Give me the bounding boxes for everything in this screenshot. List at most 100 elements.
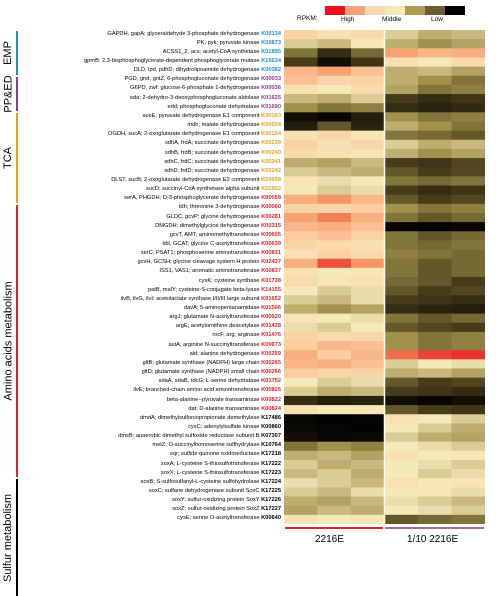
legend-swatch: [385, 6, 406, 15]
heatmap-cell: [284, 249, 318, 260]
heatmap-cell: [418, 148, 452, 159]
ko-id: K01438: [261, 323, 281, 330]
gene-name: OGDH, sucA; 2-oxoglutarate dehydrogenase…: [108, 131, 262, 138]
heatmap-cell: [317, 432, 352, 443]
heatmap-cell: [317, 286, 352, 296]
ko-id: K00164: [261, 131, 281, 138]
row-label: gltD; glutamate synthase (NADPH) small c…: [142, 369, 281, 377]
gene-name: sdhD, frdD; succinate dehydrogenase: [164, 167, 262, 174]
ko-id: K07307: [261, 433, 281, 440]
heatmap-cell: [418, 350, 452, 360]
heatmap-cell: [418, 48, 452, 58]
ko-id: K00860: [261, 423, 281, 430]
legend-swatch: [365, 6, 386, 15]
heatmap-cell: [451, 75, 485, 86]
group-label: Amino acids metabolism: [2, 281, 15, 401]
row-label: ISS1, VAS1; aromatic aminotransferase K0…: [159, 268, 281, 276]
heatmap-cell: [317, 295, 352, 305]
heatmap-cell: [317, 112, 352, 122]
heatmap-cell: [451, 478, 485, 488]
heatmap-cell: [284, 240, 318, 250]
heatmap-cell: [284, 478, 318, 488]
heatmap-cell: [351, 139, 385, 150]
heatmap-cell: [317, 231, 352, 241]
heatmap-cell: [384, 212, 419, 223]
ko-id: K00033: [261, 76, 281, 83]
heatmap-cell: [418, 212, 452, 223]
heatmap-cell: [284, 286, 318, 296]
heatmap-cell: [384, 478, 419, 488]
heatmap-cell: [317, 139, 352, 150]
heatmap-cell: [451, 277, 485, 287]
ko-id: K00060: [261, 204, 281, 211]
heatmap-cell: [451, 212, 485, 223]
heatmap-cell: [418, 75, 452, 86]
group-label: PP&ED: [2, 75, 15, 113]
heatmap-cell: [284, 505, 318, 516]
heatmap-cell: [284, 386, 318, 397]
ko-id: K00824: [261, 405, 281, 412]
row-label: ilvE; branched-chain amino acid aminotra…: [133, 387, 281, 395]
ko-id: K17222: [261, 460, 281, 467]
heatmap-cell: [317, 158, 352, 168]
row-label: gcvH, GCSH; glycine cleavage system H pr…: [137, 259, 281, 267]
ko-id: K17224: [261, 478, 281, 485]
ko-id: K00640: [261, 515, 281, 522]
heatmap-cell: [418, 240, 452, 250]
heatmap-cell: [384, 377, 419, 388]
heatmap-cell: [418, 231, 452, 241]
row-label: gltB; glutamate synthase (NADPH) large c…: [143, 360, 281, 368]
heatmap-cell: [351, 121, 385, 132]
heatmap-cell: [384, 222, 419, 232]
heatmap-cell: [418, 405, 452, 415]
heatmap-grid: [284, 30, 485, 524]
heatmap-cell: [284, 194, 318, 205]
ko-id: K17225: [261, 487, 281, 494]
heatmap-cell: [284, 295, 318, 305]
ko-id: K17486: [261, 414, 281, 421]
heatmap-cell: [384, 130, 419, 141]
row-label: ACSS1_2, acs; acetyl-CoA synthetase K018…: [163, 49, 281, 57]
row-label: dat; D-alanine transaminase K00824: [188, 406, 281, 414]
gene-name: soxC; sulfane dehydrogenase subunit SoxC: [148, 487, 262, 494]
heatmap-cell: [384, 167, 419, 177]
legend-swatch: [345, 6, 366, 15]
heatmap-cell: [384, 395, 419, 406]
gene-name: beta-alanine--pyruvate transaminase: [166, 396, 262, 403]
heatmap-cell: [418, 377, 452, 388]
heatmap-cell: [284, 258, 318, 269]
row-label: serA, PHGDH; D-3-phosphoglycerate dehydr…: [124, 195, 281, 203]
row-label: sdhB, frdB; succinate dehydrogenase K002…: [165, 150, 281, 158]
heatmap-cell: [418, 249, 452, 260]
heatmap-cell: [384, 386, 419, 397]
heatmap-cell: [317, 148, 352, 159]
heatmap-cell: [284, 103, 318, 113]
heatmap-cell: [351, 103, 385, 113]
heatmap-cell: [351, 240, 385, 250]
gene-name: DLD, lpd, pdhD; dihydrolipoamide dehydro…: [133, 67, 262, 74]
heatmap-cell: [451, 103, 485, 113]
row-label: DMGDH; dimethylglycine dehydrogenase K00…: [155, 223, 281, 231]
row-label: cysC; adenylylsulfate kinase K00860: [188, 424, 281, 432]
gene-name: sucD; succinyl-CoA synthetase alpha subu…: [145, 186, 262, 193]
gene-name: gcvH, GCSH; glycine cleavage system H pr…: [137, 259, 262, 266]
heatmap-cell: [451, 441, 485, 452]
heatmap-cell: [317, 240, 352, 250]
heatmap-cell: [317, 469, 352, 479]
heatmap-cell: [384, 459, 419, 470]
heatmap-cell: [451, 222, 485, 232]
heatmap-cell: [317, 450, 352, 461]
row-label: gpmB; 2,3-bisphosphoglycerate-dependent …: [84, 58, 281, 66]
heatmap-cell: [351, 514, 385, 524]
heatmap-cell: [418, 469, 452, 479]
heatmap-cell: [284, 441, 318, 452]
gene-name: soxZ; sulfur-oxidizing protein SoxZ: [172, 506, 262, 513]
gene-name: dat; D-alanine transaminase: [188, 405, 262, 412]
ko-id: K00605: [261, 231, 281, 238]
gene-name: ilvB, ilvG, ilvI; acetolactate synthase …: [120, 295, 262, 302]
heatmap-cell: [284, 39, 318, 49]
gene-name: rocF, arg; arginase: [212, 332, 262, 339]
heatmap-cell: [284, 212, 318, 223]
row-label: soxB; S-sulfosulfanyl-L-cysteine sulfohy…: [141, 479, 281, 487]
heatmap-cell: [384, 39, 419, 49]
